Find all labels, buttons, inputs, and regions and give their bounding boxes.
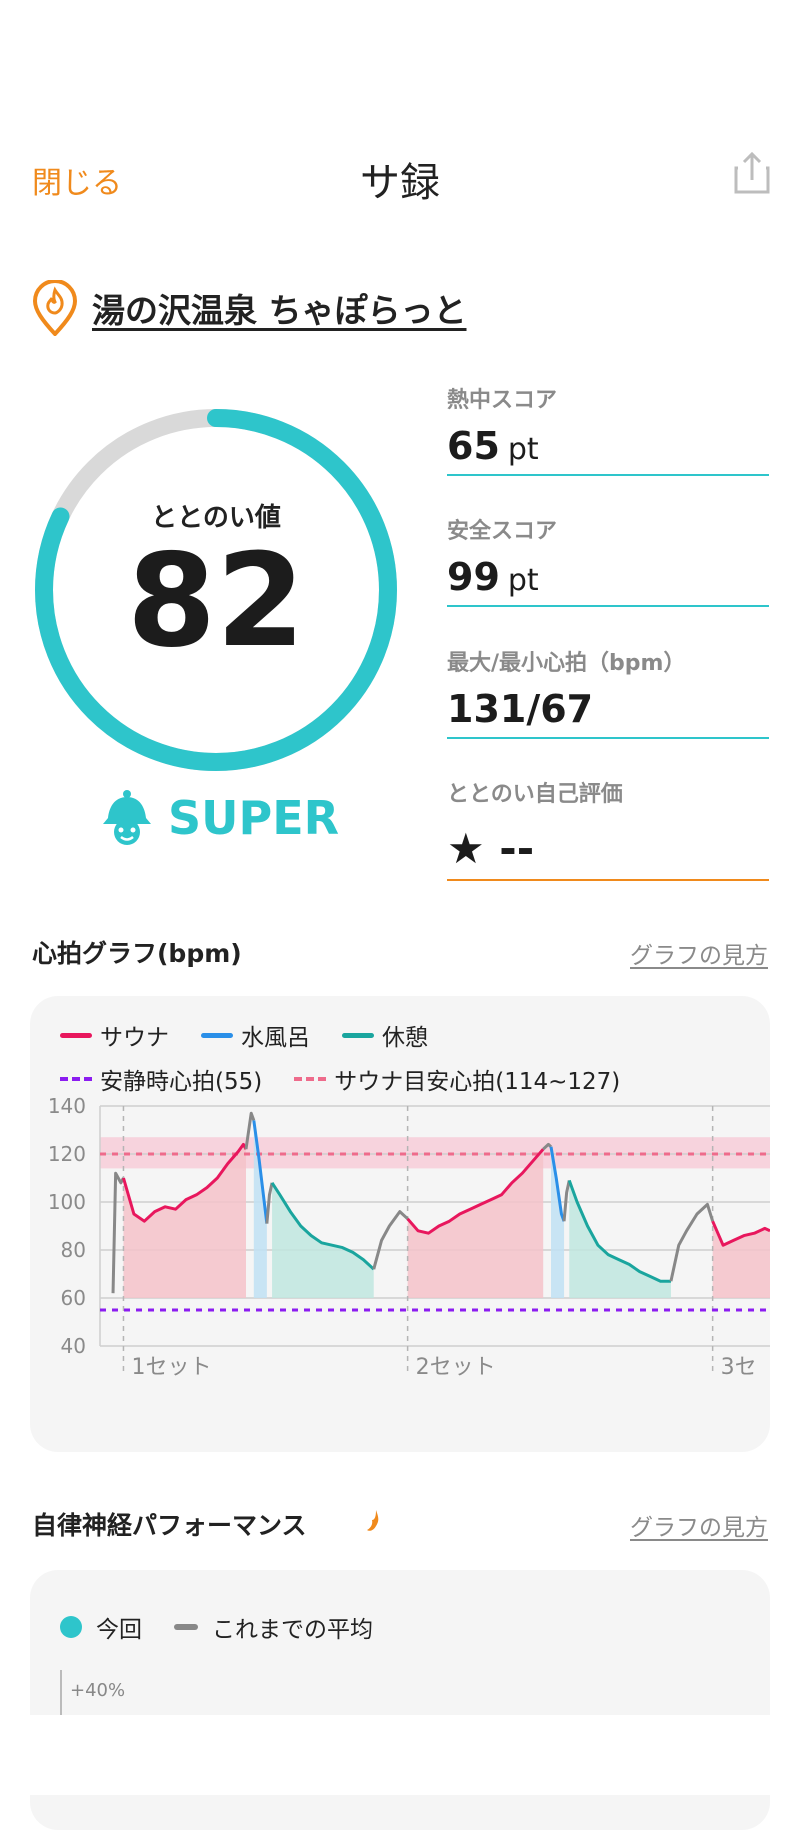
series-line-transition — [111, 1171, 125, 1294]
set-label: 3セ — [721, 1355, 757, 1380]
legend-current: 今回 — [60, 1610, 142, 1644]
sauna-pin-icon — [32, 280, 78, 336]
score-heart-rate-value: 131/67 — [447, 687, 594, 731]
facility-link[interactable]: 湯の沢温泉 ちゃぽらっと — [32, 280, 467, 336]
series-line-sauna — [406, 1148, 545, 1235]
legend-rest: 休憩 — [342, 1018, 428, 1052]
heart-graph-card: サウナ 水風呂 休憩 安静時心拍(55) サウナ目安心拍(114~127) 14… — [30, 996, 770, 1452]
ans-performance-help-link[interactable]: グラフの見方 — [630, 1515, 768, 1541]
totonoi-label: ととのい値 — [151, 503, 281, 533]
series-line-water — [252, 1120, 269, 1224]
series-line-sauna — [711, 1220, 770, 1247]
heart-graph-help-link[interactable]: グラフの見方 — [630, 943, 768, 969]
ans-axis-top-label: +40% — [70, 1680, 126, 1701]
facility-name[interactable]: 湯の沢温泉 ちゃぽらっと — [92, 291, 467, 330]
totonoi-value: 82 — [126, 527, 306, 676]
series-line-transition — [244, 1111, 256, 1150]
series-fill-sauna — [123, 1144, 246, 1298]
totonoi-rank-text: SUPER — [168, 791, 340, 845]
score-self-evaluation[interactable]: ととのい自己評価 ★ -- — [447, 776, 769, 881]
y-tick-label: 140 — [48, 1096, 86, 1118]
y-tick-label: 40 — [61, 1334, 86, 1358]
series-fill-rest — [569, 1180, 671, 1298]
y-tick-label: 100 — [48, 1190, 86, 1214]
y-tick-label: 80 — [61, 1238, 86, 1262]
series-line-transition — [669, 1202, 715, 1282]
legend-sauna-target: サウナ目安心拍(114~127) — [294, 1062, 620, 1096]
series-fill-water — [551, 1146, 565, 1298]
series-line-sauna — [122, 1142, 248, 1223]
legend-resting-hr: 安静時心拍(55) — [60, 1062, 262, 1096]
score-safety-label: 安全スコア — [447, 519, 558, 544]
page-title: サ録 — [360, 160, 440, 206]
series-line-transition — [562, 1180, 571, 1222]
heart-graph-legend: サウナ 水風呂 休憩 — [60, 1018, 460, 1052]
series-fill-water — [253, 1120, 267, 1298]
series-fill-rest — [272, 1182, 374, 1298]
totonoi-gauge — [35, 409, 397, 771]
ans-performance-title: 自律神経パフォーマンス — [32, 1511, 307, 1540]
score-heart-rate-label: 最大/最小心拍（bpm） — [447, 651, 686, 676]
totonoi-gauge-arc — [35, 409, 397, 771]
score-heat-value: 65 pt — [447, 424, 539, 468]
score-safety-value: 99 pt — [447, 555, 539, 599]
score-self-evaluation-value: ★ -- — [447, 824, 535, 873]
score-safety: 安全スコア 99 pt — [447, 513, 769, 607]
score-heat: 熱中スコア 65 pt — [447, 382, 769, 476]
set-label: 2セット — [416, 1355, 496, 1380]
series-line-transition — [372, 1210, 409, 1270]
heart-rate-chart: 140 120 100 80 60 40 1セット 2セット 3セ — [48, 1096, 770, 1380]
score-heat-label: 熱中スコア — [447, 388, 558, 413]
flame-icon — [367, 1510, 379, 1531]
ans-legend: 今回 これまでの平均 — [60, 1610, 405, 1644]
score-self-evaluation-label: ととのい自己評価 — [447, 782, 623, 807]
share-icon[interactable] — [732, 150, 772, 196]
legend-sauna: サウナ — [60, 1018, 169, 1052]
bottom-fade — [0, 1715, 800, 1795]
legend-average: これまでの平均 — [174, 1610, 373, 1644]
series-line-rest — [270, 1181, 375, 1271]
totonoi-rank: SUPER — [100, 788, 339, 848]
series-line-transition — [542, 1142, 553, 1151]
set-label: 1セット — [131, 1355, 211, 1380]
series-line-water — [549, 1146, 566, 1222]
series-line-transition — [265, 1182, 274, 1224]
series-fill-sauna — [712, 1221, 770, 1298]
legend-water: 水風呂 — [201, 1018, 310, 1052]
sauna-hat-mascot-icon — [103, 790, 151, 845]
y-tick-label: 60 — [61, 1286, 86, 1310]
heart-graph-legend-lines: 安静時心拍(55) サウナ目安心拍(114~127) — [60, 1062, 652, 1096]
series-line-rest — [567, 1179, 671, 1283]
close-button[interactable]: 閉じる — [32, 166, 122, 201]
y-tick-label: 120 — [48, 1142, 86, 1166]
score-heart-rate: 最大/最小心拍（bpm） 131/67 — [447, 645, 769, 739]
heart-graph-title: 心拍グラフ(bpm) — [32, 939, 242, 968]
